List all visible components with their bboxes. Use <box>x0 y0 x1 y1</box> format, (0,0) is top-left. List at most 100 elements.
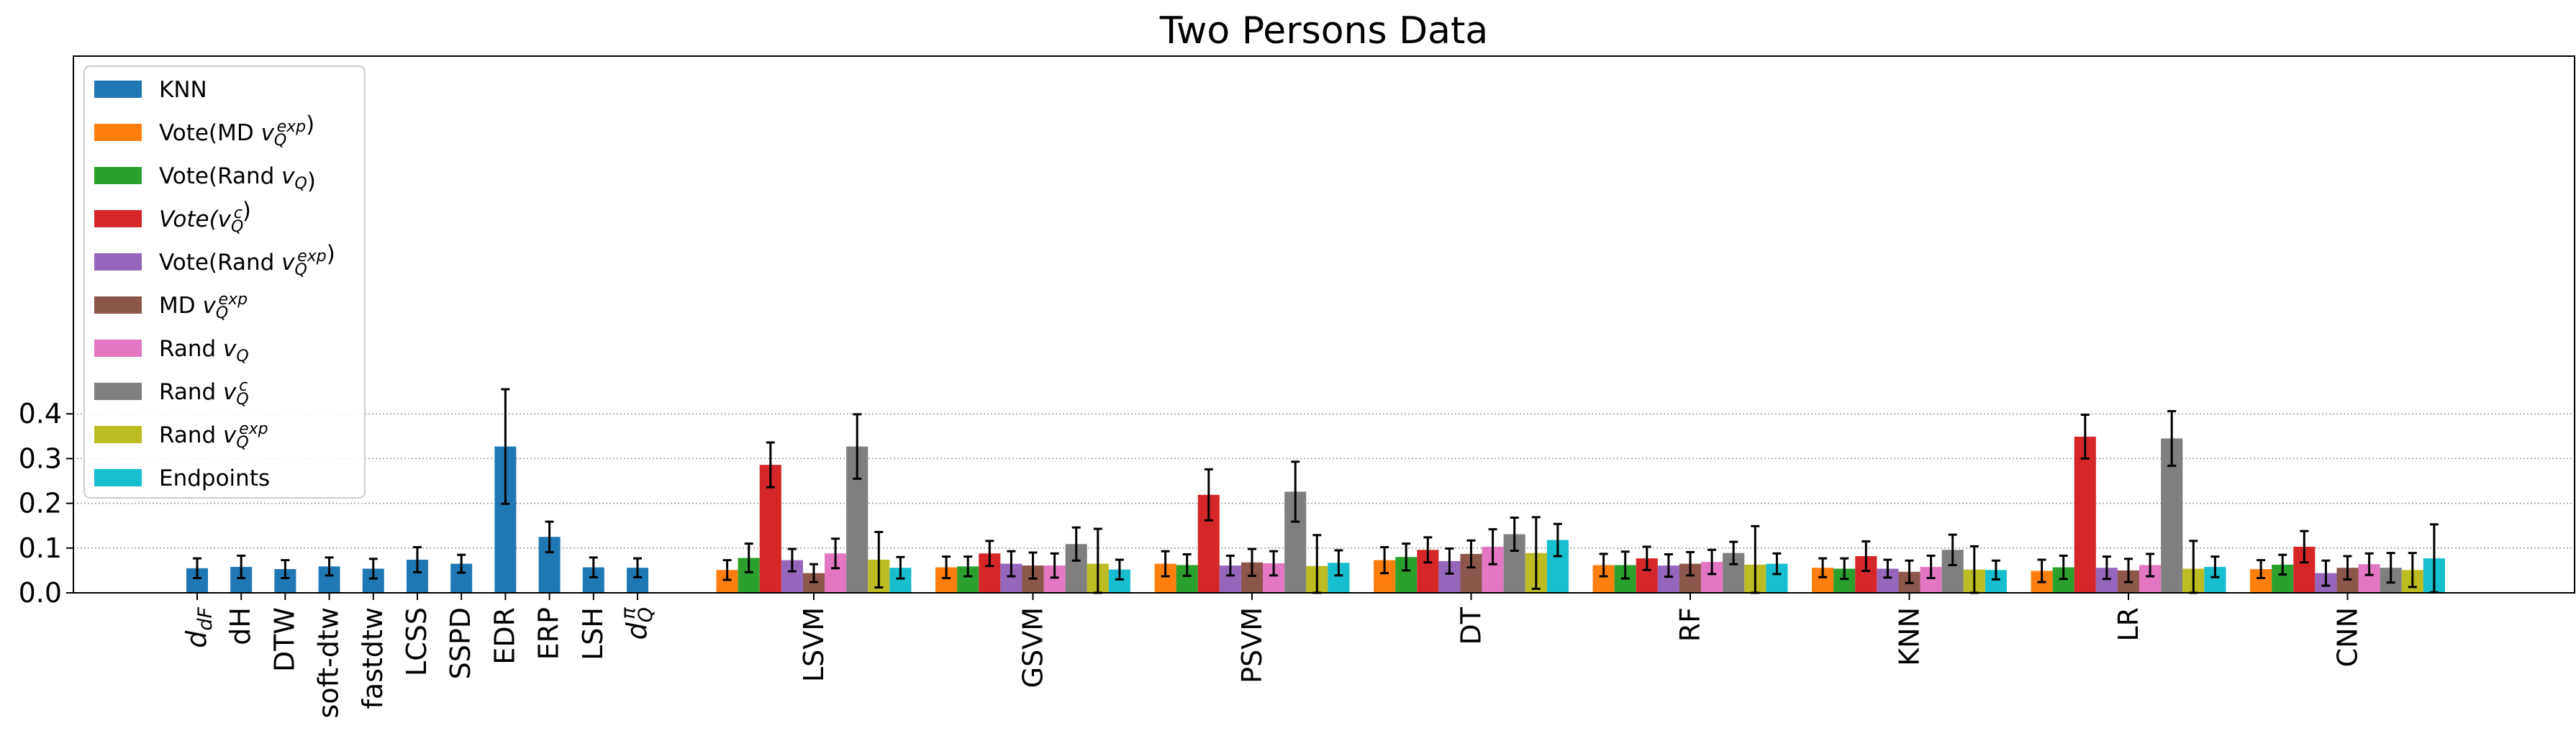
error-bar <box>1840 557 1849 581</box>
error-bars <box>193 388 2439 594</box>
error-bar <box>1599 553 1608 578</box>
legend-label: KNN <box>159 77 207 103</box>
error-bar <box>1488 528 1497 565</box>
error-bar <box>368 558 378 580</box>
error-bar <box>1818 557 1828 578</box>
legend-swatch <box>94 469 142 486</box>
error-bar <box>1861 540 1871 573</box>
legend: KNN Vote(MD vQexp) Vote(Rand vQ) Vote(vQc) V… <box>83 65 366 499</box>
x-tick-label: PSVM <box>1236 607 1268 683</box>
error-bar <box>874 530 884 589</box>
legend-label: Rand vQc <box>159 377 249 409</box>
x-tick-label: fastdtw <box>357 607 389 709</box>
x-tick-label: ERP <box>533 607 565 660</box>
error-bar <box>1028 551 1038 580</box>
legend-item: MD vQexp <box>94 291 248 322</box>
error-bar <box>1991 559 2000 581</box>
x-tick-label: LSVM <box>798 607 830 682</box>
error-bar <box>1531 516 1541 590</box>
legend-item: Vote(Rand vQ) <box>94 163 316 194</box>
error-bar <box>1115 558 1124 581</box>
error-bar <box>237 554 246 579</box>
error-bar <box>1883 558 1892 579</box>
error-bar <box>2364 552 2374 576</box>
error-bar <box>963 555 973 578</box>
legend-item: Vote(MD vQexp) <box>94 112 314 150</box>
y-tick-label: 0.1 <box>19 532 62 564</box>
error-bar <box>1182 553 1192 577</box>
bar <box>2074 436 2096 593</box>
error-bar <box>1248 548 1256 577</box>
error-bar <box>1423 536 1433 564</box>
legend-swatch <box>94 124 142 141</box>
y-tick-label: 0.0 <box>19 577 62 609</box>
x-tick-label: GSVM <box>1017 607 1049 688</box>
x-tick-label: DT <box>1456 606 1487 645</box>
error-bar <box>1161 550 1170 578</box>
error-bar <box>1729 540 1738 565</box>
x-axis: ddF dH DTW soft-dtw fastdtw LCSS SSPD EDR ERP LSH… <box>181 593 2364 718</box>
legend-swatch <box>94 253 142 271</box>
legend-item: KNN <box>94 77 207 103</box>
x-tick-label: ddF <box>181 607 217 648</box>
error-bar <box>457 553 466 574</box>
y-tick-label: 0.2 <box>19 488 62 519</box>
x-tick-label: CNN <box>2332 607 2364 667</box>
error-bar <box>2037 558 2046 583</box>
error-bar <box>1707 548 1717 576</box>
error-bar <box>1466 539 1476 569</box>
error-bar <box>1007 550 1016 578</box>
error-bar <box>2278 553 2287 576</box>
y-axis: 0.0 0.1 0.2 0.3 0.4 <box>19 398 73 609</box>
error-bar <box>1772 552 1782 576</box>
legend-swatch <box>94 383 142 400</box>
error-bar <box>722 559 732 581</box>
error-bar <box>2386 552 2395 584</box>
legend-item: Vote(vQc) <box>94 198 251 236</box>
legend-item: Rand vQexp <box>94 420 268 452</box>
x-tick-label: LCSS <box>401 607 432 676</box>
error-bar <box>2124 558 2133 583</box>
error-bar <box>1269 550 1279 577</box>
error-bar <box>1334 549 1343 577</box>
error-bar <box>1905 559 1914 584</box>
x-tick-label: DTW <box>268 607 300 672</box>
legend-label: MD vQexp <box>159 291 248 322</box>
error-bar <box>589 556 598 578</box>
legend-item: Vote(Rand vQexp) <box>94 241 335 279</box>
error-bar <box>2321 559 2331 587</box>
plot-frame <box>73 55 2575 594</box>
error-bar <box>1204 468 1213 522</box>
error-bar <box>744 542 753 573</box>
error-bar <box>942 555 951 579</box>
error-bar <box>2146 553 2155 578</box>
error-bar <box>501 388 510 505</box>
chart-title: Two Persons Data <box>1159 9 1489 53</box>
error-bar <box>281 559 290 579</box>
legend-swatch <box>94 340 142 357</box>
x-tick-label: SSPD <box>445 607 476 679</box>
error-bar <box>545 520 554 553</box>
error-bar <box>831 537 840 570</box>
error-bar <box>2300 530 2309 564</box>
legend-label: Vote(Rand vQ) <box>159 163 316 194</box>
error-bar <box>809 563 818 583</box>
error-bar <box>193 557 201 579</box>
error-bar <box>766 441 775 489</box>
error-bar <box>1620 550 1630 580</box>
error-bar <box>1402 542 1411 572</box>
legend-label: Endpoints <box>159 465 270 491</box>
error-bar <box>853 413 862 480</box>
error-bar <box>2059 554 2068 581</box>
legend-swatch <box>94 210 142 227</box>
error-bar <box>2210 555 2220 578</box>
legend-swatch <box>94 296 142 314</box>
y-tick-label: 0.3 <box>19 442 62 474</box>
y-tick-label: 0.4 <box>19 398 62 430</box>
x-tick-label: EDR <box>489 607 520 665</box>
legend-item: Rand vQ <box>94 336 249 365</box>
error-bar <box>2167 409 2177 467</box>
error-bar <box>1926 554 1936 579</box>
legend-swatch <box>94 426 142 443</box>
